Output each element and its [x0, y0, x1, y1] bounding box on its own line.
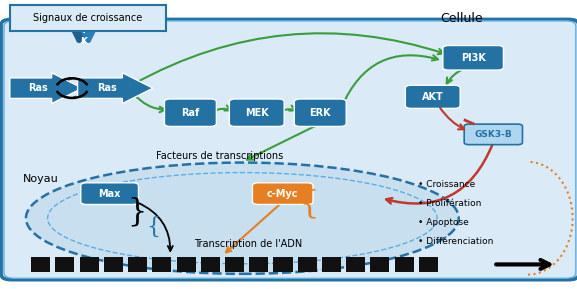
FancyBboxPatch shape [164, 99, 216, 127]
FancyBboxPatch shape [273, 257, 293, 272]
FancyBboxPatch shape [298, 257, 317, 272]
FancyBboxPatch shape [225, 257, 244, 272]
Text: Noyau: Noyau [23, 174, 58, 184]
FancyBboxPatch shape [464, 124, 522, 144]
FancyBboxPatch shape [201, 257, 220, 272]
FancyBboxPatch shape [443, 45, 503, 70]
Text: GSK3-B: GSK3-B [474, 130, 512, 139]
FancyBboxPatch shape [230, 99, 284, 127]
Text: c-Myc: c-Myc [267, 189, 298, 199]
Text: {: { [299, 188, 319, 219]
FancyBboxPatch shape [55, 257, 74, 272]
Text: Signaux de croissance: Signaux de croissance [33, 13, 143, 23]
FancyBboxPatch shape [10, 5, 166, 31]
FancyBboxPatch shape [128, 257, 147, 272]
FancyBboxPatch shape [346, 257, 365, 272]
FancyBboxPatch shape [370, 257, 389, 272]
Ellipse shape [26, 162, 459, 274]
FancyBboxPatch shape [249, 257, 268, 272]
Text: MEK: MEK [245, 108, 269, 118]
Text: K: K [80, 37, 87, 47]
Text: • Différenciation: • Différenciation [418, 237, 494, 246]
FancyBboxPatch shape [419, 257, 438, 272]
Text: R: R [80, 14, 87, 23]
FancyBboxPatch shape [104, 257, 123, 272]
FancyBboxPatch shape [77, 73, 153, 103]
Text: Max: Max [99, 189, 121, 199]
Text: }: } [127, 197, 147, 228]
Text: Facteurs de transcriptions: Facteurs de transcriptions [156, 151, 283, 161]
Text: Transcription de l'ADN: Transcription de l'ADN [194, 239, 302, 249]
Text: Ras: Ras [28, 83, 47, 93]
FancyBboxPatch shape [253, 183, 313, 205]
Text: PI3K: PI3K [460, 53, 486, 63]
Text: • Prolifération: • Prolifération [418, 199, 482, 208]
Text: • Croissance: • Croissance [418, 180, 475, 190]
FancyBboxPatch shape [405, 85, 460, 108]
FancyBboxPatch shape [1, 19, 577, 280]
FancyBboxPatch shape [152, 257, 171, 272]
FancyBboxPatch shape [81, 183, 138, 205]
Text: Ras: Ras [97, 83, 117, 93]
FancyBboxPatch shape [294, 99, 346, 127]
Text: Raf: Raf [181, 108, 200, 118]
Text: {: { [146, 216, 160, 238]
Text: • Apoptose: • Apoptose [418, 218, 469, 227]
Text: ERK: ERK [309, 108, 331, 118]
FancyBboxPatch shape [10, 73, 83, 103]
Text: AKT: AKT [422, 92, 444, 102]
FancyBboxPatch shape [80, 257, 99, 272]
FancyBboxPatch shape [177, 257, 196, 272]
FancyBboxPatch shape [31, 257, 50, 272]
Text: Cellule: Cellule [440, 12, 483, 25]
Text: T: T [81, 26, 87, 35]
FancyBboxPatch shape [322, 257, 341, 272]
FancyBboxPatch shape [395, 257, 414, 272]
